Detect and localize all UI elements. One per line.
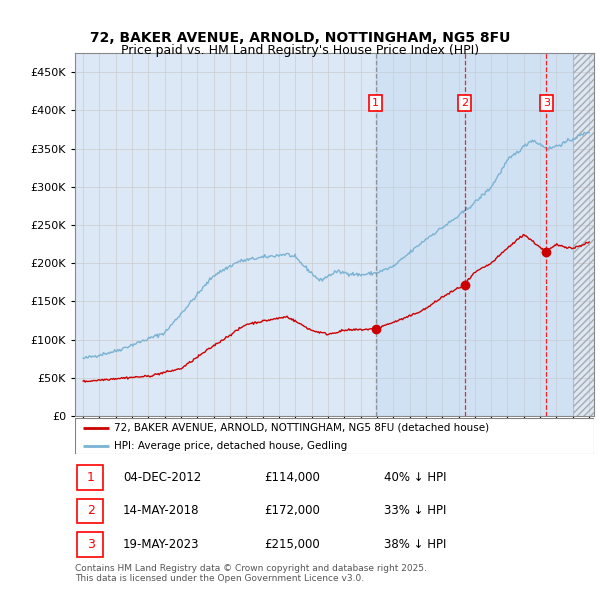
Text: 1: 1 xyxy=(86,471,95,484)
Text: 3: 3 xyxy=(543,98,550,108)
Bar xyxy=(376,53,573,416)
Text: 38% ↓ HPI: 38% ↓ HPI xyxy=(384,538,446,551)
Text: HPI: Average price, detached house, Gedling: HPI: Average price, detached house, Gedl… xyxy=(114,441,347,451)
Text: 3: 3 xyxy=(86,538,95,551)
Text: £172,000: £172,000 xyxy=(264,504,320,517)
Text: 2: 2 xyxy=(86,504,95,517)
Text: 14-MAY-2018: 14-MAY-2018 xyxy=(123,504,199,517)
Text: 72, BAKER AVENUE, ARNOLD, NOTTINGHAM, NG5 8FU: 72, BAKER AVENUE, ARNOLD, NOTTINGHAM, NG… xyxy=(90,31,510,45)
Bar xyxy=(77,532,103,557)
Text: 1: 1 xyxy=(372,98,379,108)
Text: 40% ↓ HPI: 40% ↓ HPI xyxy=(384,471,446,484)
Text: 72, BAKER AVENUE, ARNOLD, NOTTINGHAM, NG5 8FU (detached house): 72, BAKER AVENUE, ARNOLD, NOTTINGHAM, NG… xyxy=(114,422,489,432)
Bar xyxy=(77,499,103,523)
Text: £215,000: £215,000 xyxy=(264,538,320,551)
Bar xyxy=(77,465,103,490)
Text: 19-MAY-2023: 19-MAY-2023 xyxy=(123,538,199,551)
Text: £114,000: £114,000 xyxy=(264,471,320,484)
Text: Price paid vs. HM Land Registry's House Price Index (HPI): Price paid vs. HM Land Registry's House … xyxy=(121,44,479,57)
Text: 33% ↓ HPI: 33% ↓ HPI xyxy=(384,504,446,517)
Text: 2: 2 xyxy=(461,98,468,108)
Text: Contains HM Land Registry data © Crown copyright and database right 2025.
This d: Contains HM Land Registry data © Crown c… xyxy=(75,563,427,583)
Text: 04-DEC-2012: 04-DEC-2012 xyxy=(123,471,201,484)
